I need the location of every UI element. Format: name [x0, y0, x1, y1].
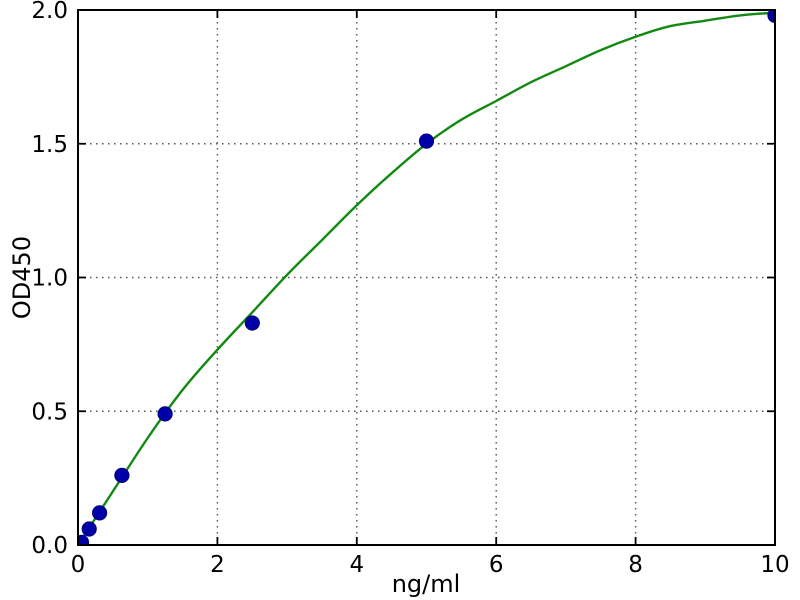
data-point	[767, 10, 775, 23]
x-tick-label: 8	[628, 552, 643, 578]
fit-curve-layer	[78, 11, 775, 545]
data-point	[157, 406, 173, 422]
x-tick-label: 10	[760, 552, 789, 578]
data-point	[418, 133, 435, 149]
data-point	[81, 521, 97, 537]
y-tick-label: 0.0	[31, 533, 68, 559]
data-point	[78, 534, 90, 545]
x-tick-labels: 0 2 4 6 8 10	[71, 552, 790, 578]
x-tick-label: 4	[349, 552, 364, 578]
x-tick-label: 0	[71, 552, 86, 578]
plot-area-border	[77, 9, 776, 546]
y-tick-label: 1.5	[31, 132, 68, 158]
y-axis-label: OD450	[8, 236, 36, 319]
y-tick-labels: 0.0 0.5 1.0 1.5 2.0	[31, 0, 68, 559]
fit-curve-line	[78, 11, 775, 545]
data-point	[91, 505, 108, 521]
y-tick-label: 1.0	[31, 266, 68, 292]
x-tick-label: 2	[210, 552, 225, 578]
data-point	[114, 467, 130, 483]
y-tick-label: 2.0	[31, 0, 68, 24]
grid-lines	[78, 10, 775, 545]
data-point	[244, 315, 260, 331]
data-points-layer	[78, 10, 775, 545]
x-axis-label: ng/ml	[392, 570, 461, 598]
x-tick-label: 6	[489, 552, 504, 578]
y-tick-label: 0.5	[31, 399, 68, 425]
